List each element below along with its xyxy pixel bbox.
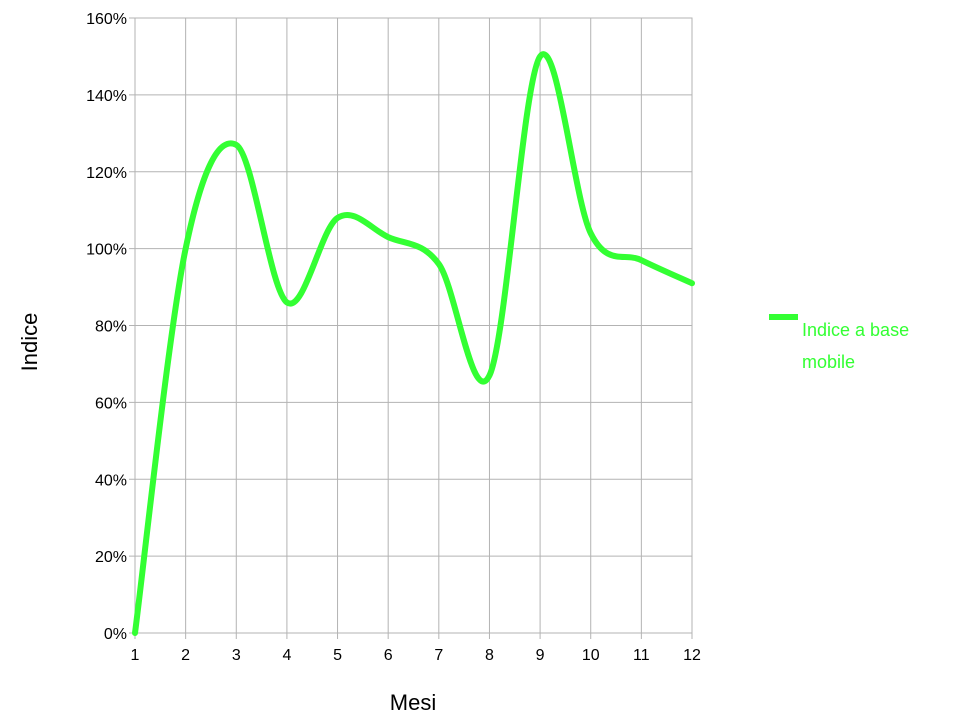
y-axis-ticks: 0% 20% 40% 60% 80% 100% 120% 140% 160% xyxy=(86,11,135,643)
x-tick-label: 9 xyxy=(536,647,545,664)
legend-label-line: Indice a base xyxy=(802,320,909,340)
x-axis-label: Mesi xyxy=(390,690,436,715)
legend: Indice a base mobile xyxy=(769,314,909,372)
legend-swatch xyxy=(769,314,798,320)
x-tick-label: 12 xyxy=(683,647,701,664)
x-tick-label: 6 xyxy=(384,647,393,664)
series-line xyxy=(132,51,695,636)
grid-lines xyxy=(134,17,693,634)
y-axis-label: Indice xyxy=(17,313,42,372)
x-tick-label: 11 xyxy=(633,647,650,664)
y-tick-label: 80% xyxy=(95,319,127,336)
x-tick-label: 8 xyxy=(485,647,494,664)
x-tick-label: 1 xyxy=(131,647,140,664)
y-tick-label: 100% xyxy=(86,242,127,259)
x-axis-ticks: 1 2 3 4 5 6 7 8 9 10 11 12 xyxy=(131,633,701,664)
y-tick-label: 60% xyxy=(95,395,127,412)
legend-label: Indice a base mobile xyxy=(802,320,909,372)
y-tick-label: 40% xyxy=(95,472,127,489)
y-tick-label: 0% xyxy=(104,626,127,643)
x-tick-label: 10 xyxy=(582,647,600,664)
y-tick-label: 160% xyxy=(86,11,127,28)
legend-label-line: mobile xyxy=(802,352,855,372)
x-tick-label: 2 xyxy=(181,647,190,664)
y-tick-label: 140% xyxy=(86,88,127,105)
x-tick-label: 7 xyxy=(434,647,443,664)
x-tick-label: 5 xyxy=(333,647,342,664)
y-tick-label: 20% xyxy=(95,549,127,566)
x-tick-label: 3 xyxy=(232,647,241,664)
y-tick-label: 120% xyxy=(86,165,127,182)
x-tick-label: 4 xyxy=(282,647,291,664)
